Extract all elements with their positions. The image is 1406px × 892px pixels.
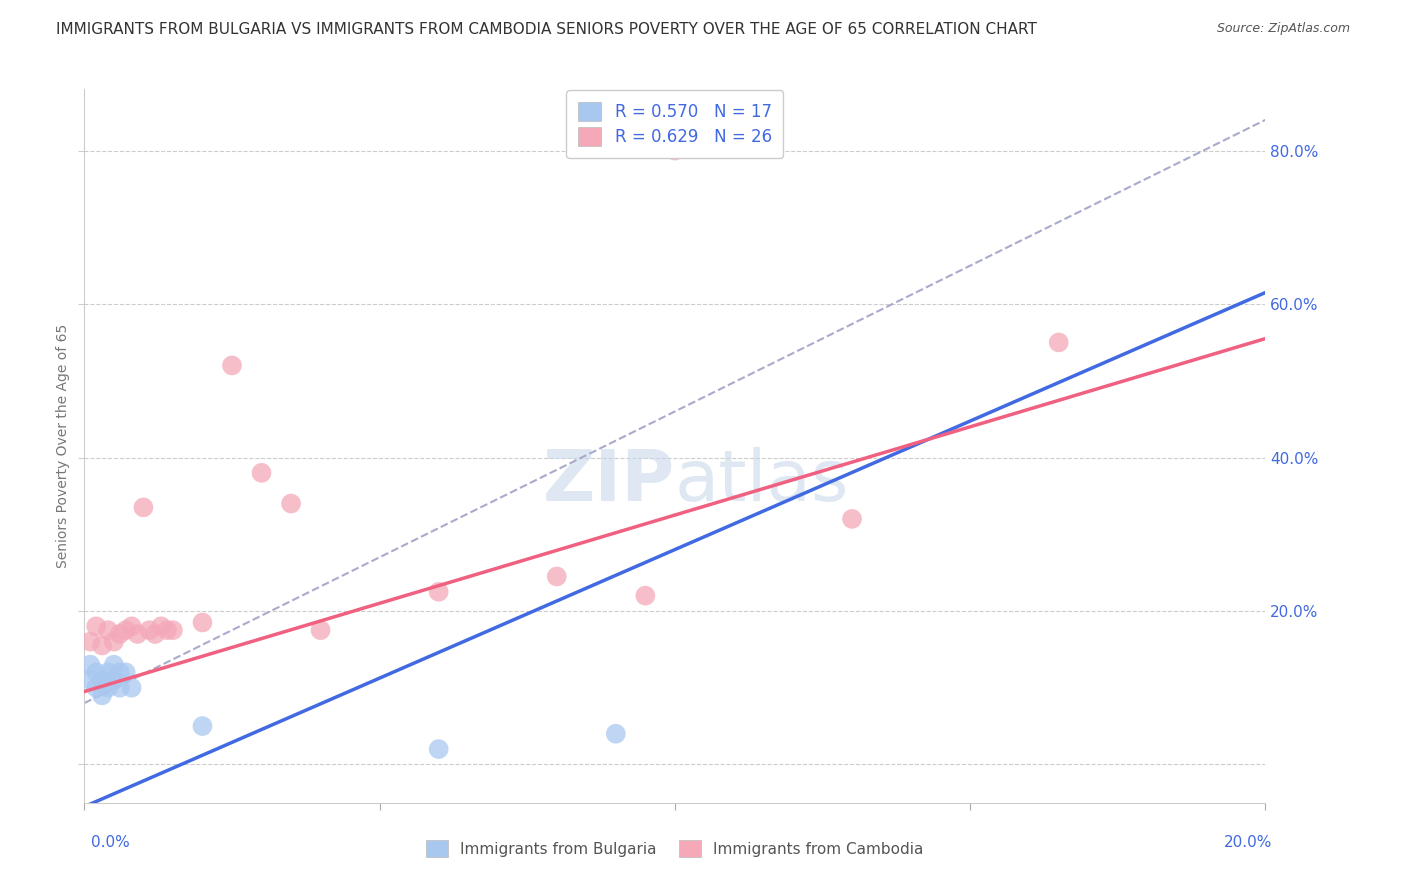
Point	[91, 673, 114, 687]
Text: ZIP: ZIP	[543, 447, 675, 516]
Point	[127, 627, 149, 641]
Point	[664, 144, 686, 158]
Point	[634, 589, 657, 603]
Point	[79, 634, 101, 648]
Point	[97, 623, 120, 637]
Legend: Immigrants from Bulgaria, Immigrants from Cambodia: Immigrants from Bulgaria, Immigrants fro…	[418, 830, 932, 866]
Point	[97, 681, 120, 695]
Point	[221, 359, 243, 373]
Text: IMMIGRANTS FROM BULGARIA VS IMMIGRANTS FROM CAMBODIA SENIORS POVERTY OVER THE AG: IMMIGRANTS FROM BULGARIA VS IMMIGRANTS F…	[56, 22, 1038, 37]
Point	[108, 627, 131, 641]
Point	[250, 466, 273, 480]
Point	[79, 673, 101, 687]
Point	[143, 627, 166, 641]
Point	[79, 657, 101, 672]
Point	[121, 619, 143, 633]
Point	[162, 623, 184, 637]
Point	[108, 681, 131, 695]
Point	[132, 500, 155, 515]
Point	[150, 619, 173, 633]
Point	[841, 512, 863, 526]
Point	[605, 727, 627, 741]
Point	[156, 623, 179, 637]
Point	[103, 634, 125, 648]
Point	[309, 623, 332, 637]
Point	[97, 665, 120, 680]
Point	[114, 665, 136, 680]
Point	[280, 497, 302, 511]
Point	[103, 657, 125, 672]
Point	[191, 719, 214, 733]
Point	[91, 639, 114, 653]
Point	[84, 681, 107, 695]
Point	[103, 673, 125, 687]
Point	[427, 742, 450, 756]
Y-axis label: Seniors Poverty Over the Age of 65: Seniors Poverty Over the Age of 65	[56, 324, 70, 568]
Text: 20.0%: 20.0%	[1225, 836, 1272, 850]
Point	[427, 584, 450, 599]
Point	[546, 569, 568, 583]
Point	[91, 689, 114, 703]
Point	[114, 623, 136, 637]
Point	[121, 681, 143, 695]
Point	[84, 619, 107, 633]
Point	[138, 623, 160, 637]
Point	[84, 665, 107, 680]
Text: 0.0%: 0.0%	[91, 836, 131, 850]
Point	[191, 615, 214, 630]
Text: atlas: atlas	[675, 447, 849, 516]
Point	[1047, 335, 1070, 350]
Text: Source: ZipAtlas.com: Source: ZipAtlas.com	[1216, 22, 1350, 36]
Point	[108, 665, 131, 680]
